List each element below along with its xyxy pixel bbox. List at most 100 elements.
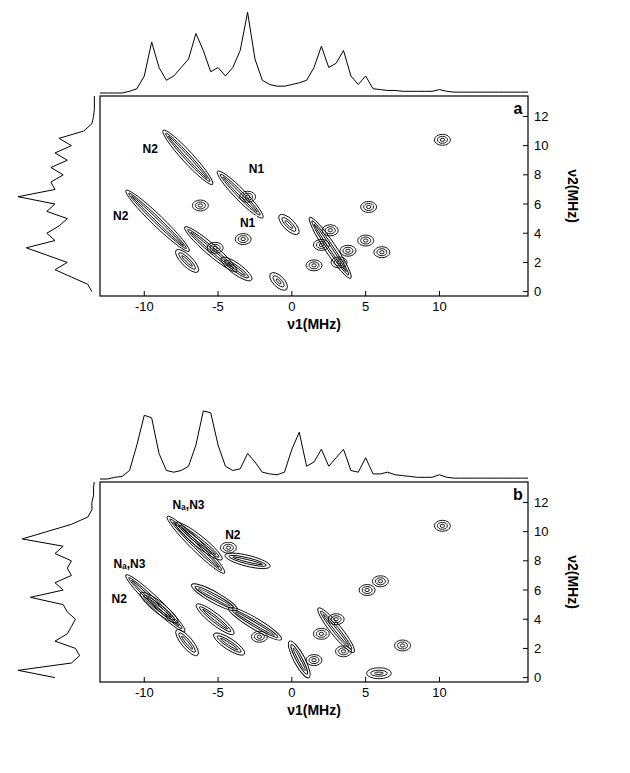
annotation-background	[171, 498, 206, 513]
ridge-contour-0	[367, 668, 392, 679]
peak-contour-0	[361, 201, 377, 212]
ridge-contour-2	[131, 580, 180, 627]
peak-contour-0	[251, 631, 267, 642]
y-tick	[523, 145, 528, 146]
x-tick-label: -10	[135, 685, 154, 700]
ridge-contour-1	[271, 274, 285, 288]
peak-contour-0	[306, 260, 322, 271]
panel-letter: b	[513, 486, 523, 503]
figure: -10-50510024681012ν1(MHz)ν2(MHz)aN2N1N2N…	[0, 0, 630, 773]
x-tick-label: 10	[432, 299, 446, 314]
left-projection-group	[18, 96, 94, 292]
peak-contour-1	[361, 237, 371, 244]
x-axis-title: ν1(MHz)	[287, 702, 341, 718]
peak-contour-2	[334, 618, 338, 621]
left-projection	[18, 482, 94, 678]
peak-contour-0	[358, 235, 374, 246]
peak-contour-2	[328, 229, 332, 232]
annotation: N2	[224, 527, 243, 542]
peak-contour-0	[340, 245, 356, 256]
annotation: N1	[247, 161, 266, 176]
annotation-background	[141, 141, 160, 156]
annotation-label: N1	[240, 216, 256, 230]
ridge-contour-0	[218, 254, 255, 285]
peak-contour-1	[398, 642, 408, 649]
ridge-contour-2	[181, 635, 194, 649]
y-tick	[523, 531, 528, 532]
y-tick-label: 2	[534, 641, 541, 656]
annotation-background	[110, 591, 129, 606]
panel-1: -10-50510024681012ν1(MHz)ν2(MHz)bNₐ,N3N2…	[18, 411, 581, 718]
ridge-contour-1	[164, 131, 213, 183]
ridge	[218, 254, 255, 285]
x-tick	[218, 677, 219, 682]
ridge	[367, 668, 392, 679]
ridge-contour-1	[177, 251, 197, 271]
y-tick-label: 0	[534, 670, 541, 685]
x-tick-label: 10	[432, 685, 446, 700]
peak-contour-0	[328, 614, 344, 625]
annotation-label: N2	[112, 592, 128, 606]
peak-contour-0	[313, 628, 329, 639]
peak-contour-1	[325, 227, 335, 234]
ridge-contour-1	[318, 609, 353, 651]
x-axis-title: ν1(MHz)	[287, 316, 341, 332]
ridge-contour-2	[198, 588, 231, 608]
ridge-contour-0	[305, 214, 355, 281]
annotation-background	[112, 556, 147, 571]
y-tick-label: 6	[534, 583, 541, 598]
ridge-contour-1	[142, 593, 177, 622]
peak-contour-0	[331, 257, 347, 268]
ridge-contour-2	[313, 223, 347, 272]
peak-contour-1	[238, 236, 248, 243]
x-tick	[291, 677, 292, 682]
ridge-contour-0	[211, 629, 248, 658]
peak-contour-1	[309, 657, 319, 664]
y-tick	[523, 233, 528, 234]
peak-contour-1	[437, 522, 447, 529]
ridge-contour-1	[289, 643, 310, 675]
y-tick	[523, 204, 528, 205]
ridge	[267, 270, 291, 294]
peak-contour-0	[192, 200, 208, 211]
ridge-contour-2	[322, 614, 350, 647]
left-projection	[18, 96, 94, 292]
ridge-contour-1	[216, 634, 243, 655]
ridge-contour-0	[226, 603, 284, 644]
x-tick-label: 5	[362, 299, 369, 314]
annotation-label: N1	[249, 162, 265, 176]
peak-contour-2	[380, 251, 384, 254]
x-tick-label: -10	[135, 299, 154, 314]
peak-contour-0	[374, 247, 390, 258]
ridge-contour-1	[198, 605, 233, 634]
annotation: Nₐ,N3	[112, 556, 147, 571]
ridge	[276, 211, 303, 238]
ridge	[211, 629, 248, 658]
annotation-label: N2	[143, 142, 159, 156]
top-projection	[100, 411, 528, 479]
ridge	[172, 246, 202, 275]
peak-contour-0	[434, 520, 450, 531]
x-tick	[218, 291, 219, 296]
peak-contour-1	[316, 241, 326, 248]
y-tick-label: 4	[534, 612, 541, 627]
x-tick-label: 5	[362, 685, 369, 700]
annotation-background	[247, 161, 266, 176]
top-projection	[100, 12, 528, 93]
ridge-contour-2	[222, 176, 258, 213]
annotation-background	[224, 527, 243, 542]
ridge	[122, 571, 188, 635]
x-tick	[439, 291, 440, 296]
x-tick	[365, 291, 366, 296]
ridge-contour-0	[172, 518, 225, 563]
ridge-contour-1	[186, 227, 236, 271]
ridge-contour-1	[371, 670, 388, 676]
peak-contour-0	[220, 542, 236, 553]
peak-contour-0	[207, 242, 223, 253]
y-axis-title: ν2(MHz)	[565, 169, 581, 223]
y-tick	[523, 619, 528, 620]
peak-contour-1	[362, 587, 372, 594]
y-tick	[523, 677, 528, 678]
ridge-contour-1	[230, 607, 279, 639]
ridge-contour-2	[284, 220, 293, 229]
